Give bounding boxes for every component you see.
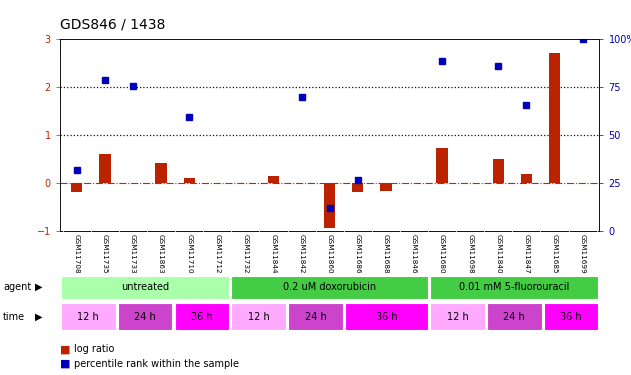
Text: ▶: ▶ (35, 312, 42, 322)
Text: 12 h: 12 h (447, 312, 468, 322)
Text: 0.2 uM doxorubicin: 0.2 uM doxorubicin (283, 282, 376, 292)
Bar (118, 303, 172, 330)
Bar (493, 159, 504, 183)
Bar (345, 303, 428, 330)
Text: untreated: untreated (121, 282, 169, 292)
Bar (487, 303, 541, 330)
Bar (155, 163, 167, 183)
Text: 24 h: 24 h (504, 312, 525, 322)
Text: 36 h: 36 h (560, 312, 582, 322)
Text: 36 h: 36 h (375, 312, 398, 322)
Text: 12 h: 12 h (248, 312, 269, 322)
Text: 0.01 mM 5-fluorouracil: 0.01 mM 5-fluorouracil (459, 282, 569, 292)
Text: GSM11840: GSM11840 (495, 234, 501, 274)
Text: GSM11686: GSM11686 (355, 234, 361, 274)
Text: GSM11847: GSM11847 (523, 234, 529, 274)
Bar (430, 276, 598, 299)
Bar (521, 174, 532, 183)
Text: agent: agent (3, 282, 32, 292)
Text: GSM11680: GSM11680 (439, 234, 445, 274)
Text: 24 h: 24 h (305, 312, 326, 322)
Bar (61, 303, 115, 330)
Text: GSM11863: GSM11863 (158, 234, 164, 274)
Bar (380, 183, 391, 191)
Bar (288, 303, 343, 330)
Text: GSM11846: GSM11846 (411, 234, 417, 274)
Text: 36 h: 36 h (191, 312, 213, 322)
Bar (324, 183, 335, 228)
Text: GSM11688: GSM11688 (383, 234, 389, 274)
Text: GSM11698: GSM11698 (467, 234, 473, 274)
Text: time: time (3, 312, 25, 322)
Text: 24 h: 24 h (134, 312, 156, 322)
Text: GSM11844: GSM11844 (271, 234, 276, 274)
Bar (99, 154, 110, 183)
Bar (184, 178, 195, 183)
Bar (232, 276, 428, 299)
Text: percentile rank within the sample: percentile rank within the sample (74, 359, 239, 369)
Text: GSM11685: GSM11685 (551, 234, 558, 274)
Bar (437, 148, 448, 183)
Text: GSM11860: GSM11860 (327, 234, 333, 274)
Text: ■: ■ (60, 345, 71, 354)
Text: GSM11708: GSM11708 (74, 234, 80, 274)
Text: GSM11735: GSM11735 (102, 234, 108, 274)
Bar (175, 303, 229, 330)
Text: GSM11710: GSM11710 (186, 234, 192, 274)
Text: ■: ■ (60, 359, 71, 369)
Text: GDS846 / 1438: GDS846 / 1438 (60, 18, 165, 32)
Text: log ratio: log ratio (74, 345, 115, 354)
Text: GSM11699: GSM11699 (580, 234, 586, 274)
Text: GSM11842: GSM11842 (298, 234, 305, 274)
Bar (61, 276, 229, 299)
Text: GSM11732: GSM11732 (242, 234, 249, 274)
Bar (268, 176, 279, 183)
Text: GSM11733: GSM11733 (130, 234, 136, 274)
Bar (544, 303, 598, 330)
Bar (549, 53, 560, 183)
Text: ▶: ▶ (35, 282, 42, 292)
Text: GSM11712: GSM11712 (215, 234, 220, 274)
Bar (430, 303, 485, 330)
Bar (71, 183, 83, 192)
Bar (232, 303, 286, 330)
Text: 12 h: 12 h (78, 312, 99, 322)
Bar (352, 183, 363, 192)
